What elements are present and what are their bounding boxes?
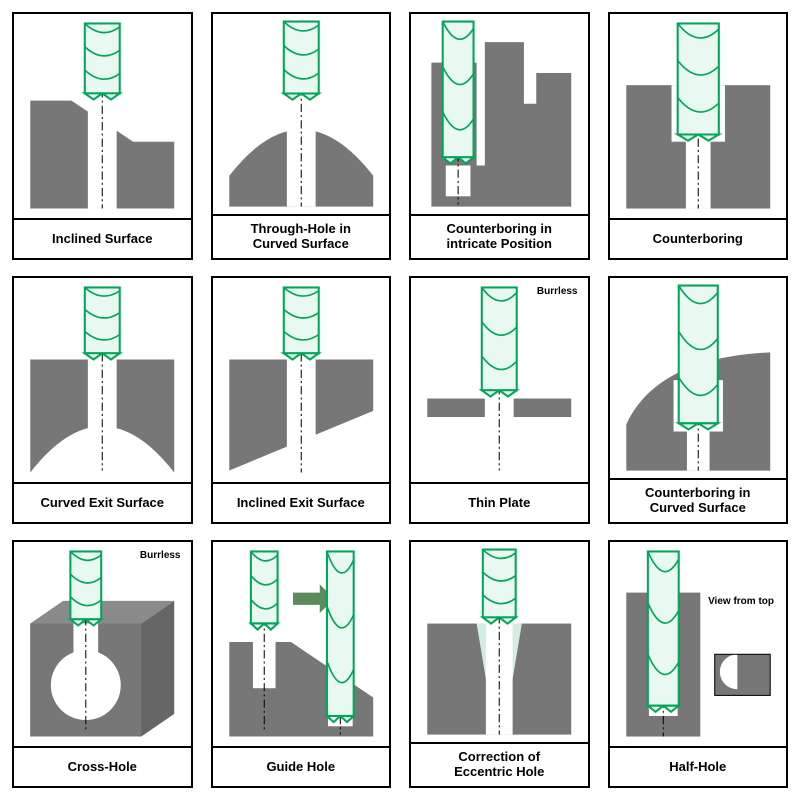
diagram: View from top	[616, 548, 781, 740]
panel-thin-plate: Burrless Thin Plate	[409, 276, 590, 524]
diagram	[219, 284, 384, 476]
caption: Curved Exit Surface	[14, 482, 191, 522]
badge-burrless: Burrless	[537, 286, 578, 297]
diagram	[219, 20, 384, 208]
caption: Counterboring inintricate Position	[411, 214, 588, 258]
panel-inclined-surface: Inclined Surface	[12, 12, 193, 260]
diagram: Burrless	[417, 284, 582, 476]
panel-half-hole: View from top Half-Hole	[608, 540, 789, 788]
panel-counterbore-curved: Counterboring inCurved Surface	[608, 276, 789, 524]
panel-through-curved: Through-Hole inCurved Surface	[211, 12, 392, 260]
panel-curved-exit: Curved Exit Surface	[12, 276, 193, 524]
panel-grid: Inclined Surface Through-Hole inCurved Su…	[12, 12, 788, 788]
caption: Inclined Exit Surface	[213, 482, 390, 522]
diagram	[616, 284, 781, 472]
diagram: Burrless	[20, 548, 185, 740]
view-from-top-label: View from top	[708, 596, 774, 607]
panel-counterbore-intricate: Counterboring inintricate Position	[409, 12, 590, 260]
diagram	[417, 20, 582, 208]
caption: Correction ofEccentric Hole	[411, 742, 588, 786]
caption: Half-Hole	[610, 746, 787, 786]
caption: Through-Hole inCurved Surface	[213, 214, 390, 258]
diagram	[219, 548, 384, 740]
diagram	[20, 20, 185, 212]
panel-guide-hole: Guide Hole	[211, 540, 392, 788]
caption: Counterboring inCurved Surface	[610, 478, 787, 522]
diagram	[417, 548, 582, 736]
panel-eccentric: Correction ofEccentric Hole	[409, 540, 590, 788]
badge-burrless: Burrless	[140, 550, 181, 561]
panel-cross-hole: Burrless Cross-Hole	[12, 540, 193, 788]
diagram	[20, 284, 185, 476]
caption: Cross-Hole	[14, 746, 191, 786]
caption: Counterboring	[610, 218, 787, 258]
diagram	[616, 20, 781, 212]
panel-counterboring: Counterboring	[608, 12, 789, 260]
panel-inclined-exit: Inclined Exit Surface	[211, 276, 392, 524]
caption: Guide Hole	[213, 746, 390, 786]
caption: Inclined Surface	[14, 218, 191, 258]
caption: Thin Plate	[411, 482, 588, 522]
